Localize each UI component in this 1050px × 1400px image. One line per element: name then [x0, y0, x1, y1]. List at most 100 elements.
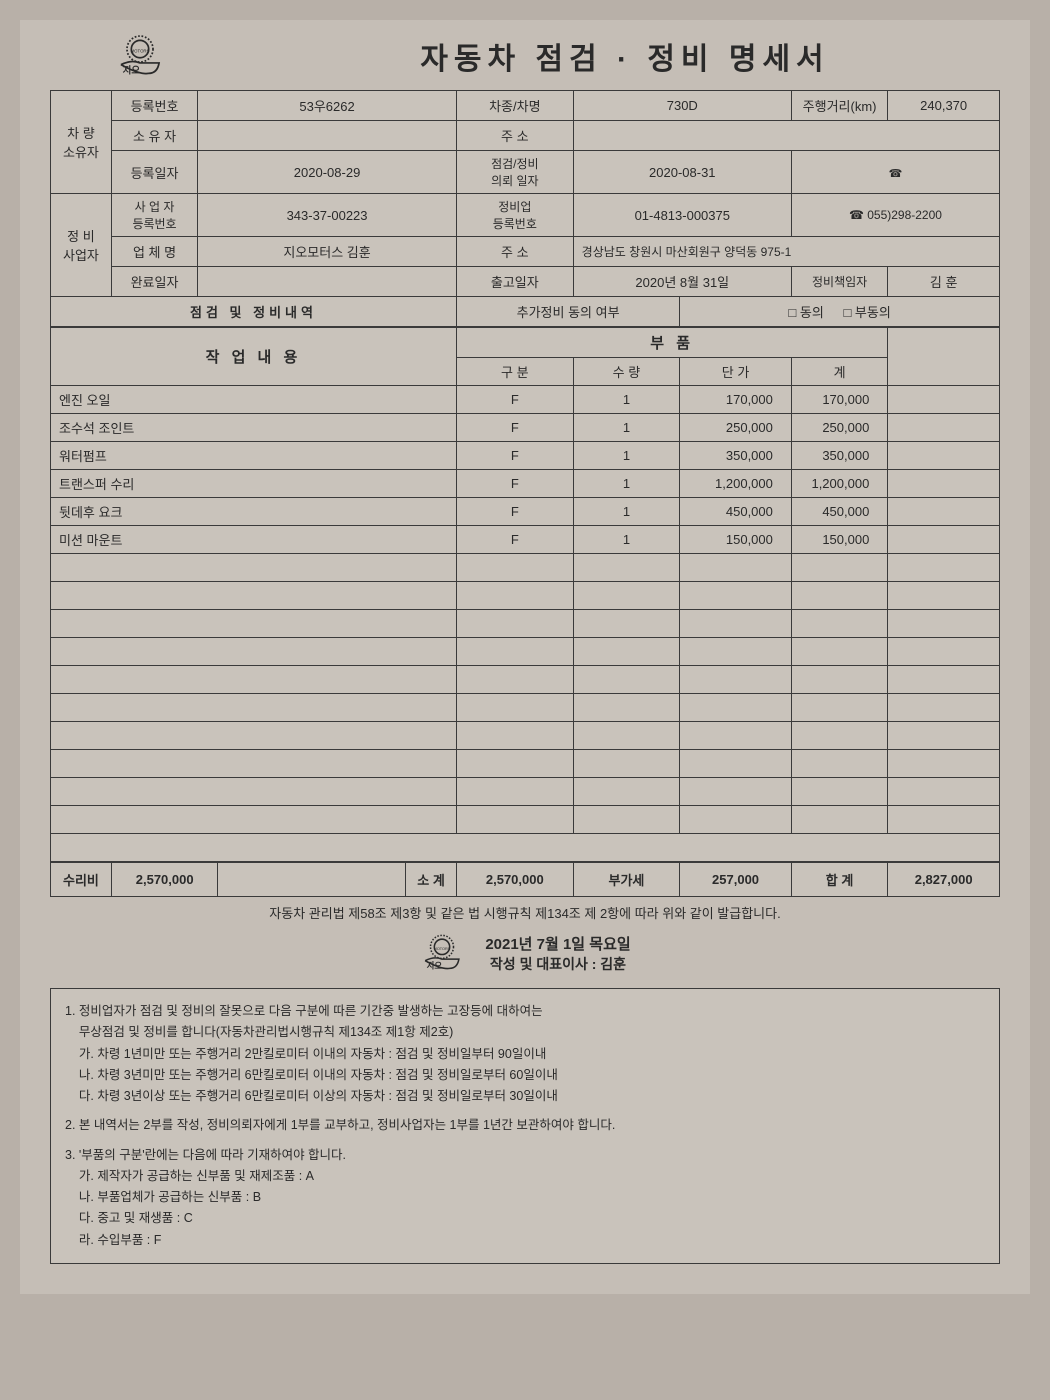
item-blank [888, 470, 1000, 498]
item-blank [888, 526, 1000, 554]
item-row: 조수석 조인트F1250,000250,000 [51, 414, 1000, 442]
phone-icon: ☎ [889, 168, 903, 180]
item-desc: 엔진 오일 [51, 386, 457, 414]
mileage-value: 240,370 [888, 91, 1000, 121]
biz-no-label: 사 업 자 등록번호 [111, 194, 197, 237]
biz-no-value: 343-37-00223 [198, 194, 457, 237]
subtotal-label: 소 계 [406, 863, 457, 897]
shop-no-value: 01-4813-000375 [573, 194, 791, 237]
item-blank [888, 442, 1000, 470]
model-value: 730D [573, 91, 791, 121]
logo-wrap: MOTORS 지오 [50, 30, 230, 82]
manager-label: 정비책임자 [791, 267, 887, 297]
issue-rep: 작성 및 대표이사 : 김훈 [485, 954, 630, 974]
disagree-checkbox[interactable]: □ 부동의 [843, 302, 890, 321]
item-price: 1,200,000 [680, 470, 792, 498]
logo-icon: MOTORS 지오 [114, 30, 166, 82]
item-price: 250,000 [680, 414, 792, 442]
request-date-label: 점검/정비 의뢰 일자 [456, 151, 573, 194]
vehicle-section-label: 차 량 소유자 [51, 91, 112, 194]
item-row-empty [51, 666, 1000, 694]
reg-no-value: 53우6262 [198, 91, 457, 121]
item-row: 뒷데후 요크F1450,000450,000 [51, 498, 1000, 526]
item-sum: 1,200,000 [791, 470, 887, 498]
item-qty: 1 [573, 386, 680, 414]
complete-value [198, 267, 457, 297]
totals-blank [218, 863, 406, 897]
item-row-empty [51, 806, 1000, 834]
item-row-empty [51, 582, 1000, 610]
footer-line: 나. 부품업체가 공급하는 신부품 : B [65, 1187, 985, 1208]
item-row-empty [51, 638, 1000, 666]
item-type: F [456, 386, 573, 414]
request-date-value: 2020-08-31 [573, 151, 791, 194]
item-type: F [456, 498, 573, 526]
parts-header: 부 품 [456, 328, 887, 358]
issue-date: 2021년 7월 1일 목요일 [485, 933, 630, 954]
footer-line: 다. 차령 3년이상 또는 주행거리 6만킬로미터 이상의 자동차 : 점검 및… [65, 1086, 985, 1107]
item-price: 170,000 [680, 386, 792, 414]
total-value: 2,827,000 [888, 863, 1000, 897]
header: MOTORS 지오 자동차 점검 · 정비 명세서 [50, 30, 1000, 82]
shop-no-label: 정비업 등록번호 [456, 194, 573, 237]
issue-block: MOTORS 지오 2021년 7월 1일 목요일 작성 및 대표이사 : 김훈 [50, 930, 1000, 976]
item-desc: 조수석 조인트 [51, 414, 457, 442]
model-label: 차종/차명 [456, 91, 573, 121]
item-row-empty [51, 694, 1000, 722]
work-header: 점검 및 정비내역 [51, 297, 457, 327]
spacer-row [51, 834, 1000, 862]
items-table: 작 업 내 용 부 품 구 분 수 량 단 가 계 엔진 오일F1170,000… [50, 327, 1000, 862]
item-blank [888, 414, 1000, 442]
logo-icon: MOTORS 지오 [419, 930, 465, 976]
total-label: 합 계 [791, 863, 887, 897]
footer-line: 라. 수입부품 : F [65, 1230, 985, 1251]
item-desc: 워터펌프 [51, 442, 457, 470]
owner-addr-label: 주 소 [456, 121, 573, 151]
document-page: MOTORS 지오 자동차 점검 · 정비 명세서 차 량 소유자 등록번호 5… [20, 20, 1030, 1294]
shop-addr-label: 주 소 [456, 237, 573, 267]
footer-line: 가. 제작자가 공급하는 신부품 및 재제조품 : A [65, 1166, 985, 1187]
vat-label: 부가세 [573, 863, 680, 897]
legal-line: 자동차 관리법 제58조 제3항 및 같은 법 시행규칙 제134조 제 2항에… [50, 903, 1000, 922]
shop-phone: ☎ 055)298-2200 [791, 194, 999, 237]
owner-addr-value [573, 121, 999, 151]
item-type: F [456, 526, 573, 554]
repair-value: 2,570,000 [111, 863, 218, 897]
subtotal-value: 2,570,000 [456, 863, 573, 897]
item-row: 트랜스퍼 수리F11,200,0001,200,000 [51, 470, 1000, 498]
col-type: 구 분 [456, 358, 573, 386]
footer-line: 2. 본 내역서는 2부를 작성, 정비의뢰자에게 1부를 교부하고, 정비사업… [65, 1115, 985, 1136]
item-sum: 450,000 [791, 498, 887, 526]
item-row: 엔진 오일F1170,000170,000 [51, 386, 1000, 414]
document-title: 자동차 점검 · 정비 명세서 [250, 34, 1000, 78]
item-qty: 1 [573, 442, 680, 470]
item-desc: 뒷데후 요크 [51, 498, 457, 526]
footer-line: 1. 정비업자가 점검 및 정비의 잘못으로 다음 구분에 따른 기간중 발생하… [65, 1001, 985, 1022]
item-qty: 1 [573, 526, 680, 554]
shop-addr-value: 경상남도 창원시 마산회원구 양덕동 975-1 [573, 237, 999, 267]
item-row-empty [51, 610, 1000, 638]
item-blank [888, 386, 1000, 414]
reg-date-label: 등록일자 [111, 151, 197, 194]
agree-checkbox[interactable]: □ 동의 [788, 302, 823, 321]
footer-line: 가. 차령 1년미만 또는 주행거리 2만킬로미터 이내의 자동차 : 점검 및… [65, 1044, 985, 1065]
totals-table: 수리비 2,570,000 소 계 2,570,000 부가세 257,000 … [50, 862, 1000, 897]
item-price: 350,000 [680, 442, 792, 470]
footer-line: 무상점검 및 정비를 합니다(자동차관리법시행규칙 제134조 제1항 제2호) [65, 1022, 985, 1043]
owner-value [198, 121, 457, 151]
reg-date-value: 2020-08-29 [198, 151, 457, 194]
item-price: 450,000 [680, 498, 792, 526]
item-desc: 미션 마운트 [51, 526, 457, 554]
footer-line: 다. 중고 및 재생품 : C [65, 1208, 985, 1229]
col-qty: 수 량 [573, 358, 680, 386]
work-content-header: 작 업 내 용 [51, 328, 457, 386]
svg-text:MOTORS: MOTORS [434, 947, 451, 951]
shop-section-label: 정 비 사업자 [51, 194, 112, 297]
delivery-label: 출고일자 [456, 267, 573, 297]
extra-work-consent: □ 동의 □ 부동의 [680, 297, 1000, 327]
shop-name-label: 업 체 명 [111, 237, 197, 267]
footer-line: 나. 차령 3년미만 또는 주행거리 6만킬로미터 이내의 자동차 : 점검 및… [65, 1065, 985, 1086]
item-type: F [456, 470, 573, 498]
item-qty: 1 [573, 414, 680, 442]
mileage-label: 주행거리(km) [791, 91, 887, 121]
